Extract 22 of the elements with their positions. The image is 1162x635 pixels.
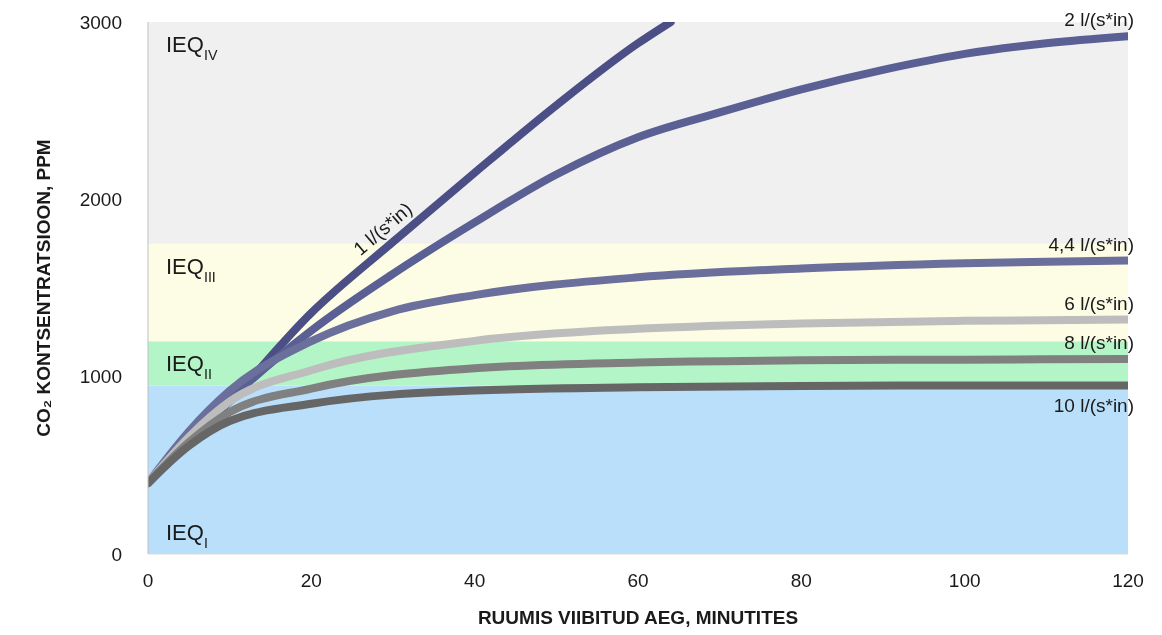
series-label: 2 l/(s*in): [1064, 9, 1134, 31]
y-tick-label: 0: [111, 543, 122, 565]
x-tick-label: 100: [948, 570, 981, 592]
x-tick-label: 0: [142, 570, 154, 592]
x-tick-label: 120: [1112, 570, 1144, 592]
series-label: 4,4 l/(s*in): [1048, 233, 1134, 255]
y-tick-label: 2000: [79, 189, 122, 211]
band-label: IEQ$_{II}$: [166, 351, 212, 383]
x-tick-label: 40: [464, 570, 486, 592]
band-label: IEQ$_{I}$: [166, 520, 208, 551]
series-label: 6 l/(s*in): [1064, 292, 1134, 314]
x-tick-label: 20: [300, 570, 322, 592]
series-label: 10 l/(s*in): [1053, 394, 1134, 416]
y-tick-label: 1000: [79, 366, 122, 388]
y-tick-label: 3000: [79, 11, 122, 33]
x-tick-label: 60: [627, 570, 649, 592]
y-axis-title: CO₂ KONTSENTRATSIOON, PPM: [33, 139, 54, 437]
x-axis-title: RUUMIS VIIBITUD AEG, MINUTITES: [477, 607, 799, 628]
series-label: 8 l/(s*in): [1064, 331, 1134, 353]
x-tick-label: 80: [790, 570, 812, 592]
band-label: IEQ$_{IV}$: [166, 32, 218, 63]
band-label: IEQ$_{III}$: [166, 253, 216, 285]
